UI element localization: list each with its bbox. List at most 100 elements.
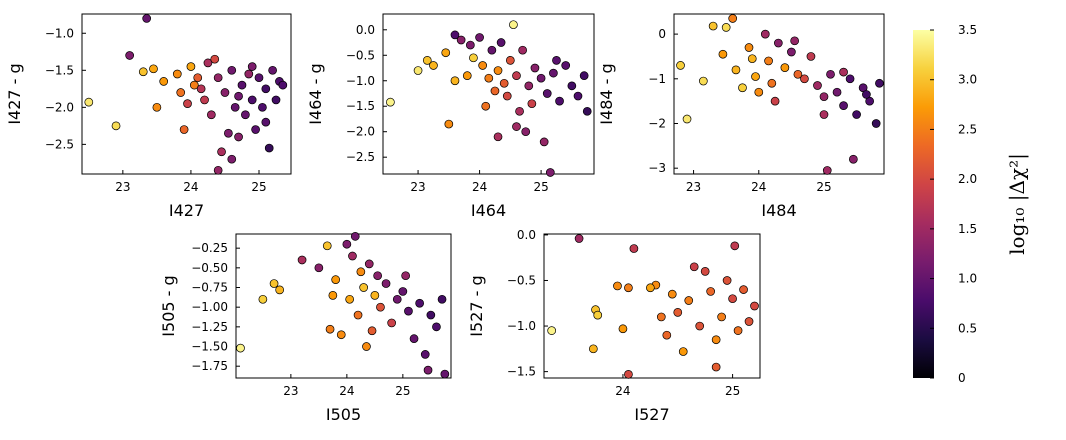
point <box>502 91 512 101</box>
y-axis-label: I527 - g <box>467 275 486 336</box>
point <box>624 283 633 293</box>
point <box>469 53 478 63</box>
x-tick-label: 25 <box>725 384 740 398</box>
point <box>819 92 829 102</box>
point <box>764 56 773 66</box>
point <box>261 84 271 94</box>
point <box>721 23 731 32</box>
subplot: 23 24 25 0 −1 −2 −3 I484 I484 - g <box>597 13 885 220</box>
x-tick-label: 25 <box>816 180 831 194</box>
point <box>271 95 281 105</box>
point <box>790 36 800 46</box>
point <box>227 154 237 164</box>
point <box>524 81 534 91</box>
point <box>552 56 561 65</box>
point <box>848 154 858 164</box>
point <box>269 279 279 288</box>
x-axis-label: I527 <box>634 405 669 424</box>
point <box>475 33 484 42</box>
plot-frame <box>81 13 292 175</box>
point <box>493 66 503 75</box>
point <box>342 239 352 249</box>
point <box>196 84 206 94</box>
y-tick-label: −1.0 <box>346 74 375 88</box>
point <box>862 90 871 99</box>
point <box>111 121 121 131</box>
point <box>478 61 488 70</box>
point <box>582 106 592 116</box>
point <box>656 312 666 322</box>
point <box>780 63 790 72</box>
point <box>733 326 743 335</box>
colorbar <box>913 30 934 378</box>
point <box>547 326 557 335</box>
point <box>875 78 884 88</box>
y-tick-label: −1.25 <box>191 320 228 334</box>
point <box>348 251 357 261</box>
point <box>624 370 633 379</box>
y-tick-label: 0 <box>658 27 666 41</box>
point <box>429 61 438 70</box>
point <box>356 267 366 277</box>
point <box>203 58 213 68</box>
point <box>711 335 721 345</box>
y-tick-label: −0.75 <box>191 281 228 295</box>
point <box>718 49 728 59</box>
x-tick-label: 25 <box>533 180 548 194</box>
x-tick-label: 24 <box>751 180 766 194</box>
point <box>331 275 341 284</box>
point <box>871 119 881 128</box>
y-tick-label: −1 <box>648 72 666 86</box>
point <box>499 78 509 88</box>
x-tick-label: 24 <box>339 384 354 398</box>
point <box>362 342 371 351</box>
point <box>241 110 250 120</box>
point <box>247 62 257 71</box>
x-tick-label: 24 <box>472 180 487 194</box>
y-tick-label: −2.0 <box>346 125 375 139</box>
point <box>496 38 506 47</box>
point <box>708 21 718 31</box>
subplot: 23 24 25 −0.25 −0.50 −0.75 −1.00 −1.25 −1.50 −1.7… <box>159 232 452 424</box>
point <box>698 76 708 86</box>
y-tick-label: −0.25 <box>191 241 228 255</box>
point <box>264 143 274 153</box>
point <box>328 291 338 300</box>
point <box>744 317 754 326</box>
point <box>437 294 447 304</box>
point <box>706 287 716 296</box>
y-tick-label: −0.5 <box>507 273 536 287</box>
point <box>278 80 288 90</box>
y-axis-label: I505 - g <box>159 275 178 336</box>
point <box>224 128 233 138</box>
colorbar-tick-label: 0 <box>958 371 966 385</box>
y-tick-label: −1.50 <box>191 340 228 354</box>
point <box>387 318 397 328</box>
point <box>353 310 363 320</box>
point <box>527 99 537 109</box>
x-tick-label: 23 <box>686 180 701 194</box>
subplot: 23 24 25 0.0 −0.5 −1.0 −1.5 −2.0 −2.5 I464 I464 - … <box>306 13 595 220</box>
point <box>420 350 430 359</box>
y-tick-label: 0.0 <box>517 228 536 242</box>
point <box>845 74 855 84</box>
point <box>359 283 369 292</box>
point <box>545 168 555 177</box>
point <box>210 54 220 64</box>
y-tick-label: −2.0 <box>45 100 74 114</box>
point <box>217 147 226 157</box>
point <box>244 69 254 79</box>
point <box>401 271 410 281</box>
y-tick-label: −1.75 <box>191 359 228 373</box>
point <box>839 67 848 77</box>
point <box>413 66 423 75</box>
point <box>189 80 199 90</box>
point <box>159 77 169 86</box>
point <box>423 365 433 375</box>
y-tick-label: −0.50 <box>191 261 228 275</box>
point <box>373 271 383 281</box>
point <box>441 48 451 58</box>
point <box>613 281 622 291</box>
point <box>227 65 237 75</box>
